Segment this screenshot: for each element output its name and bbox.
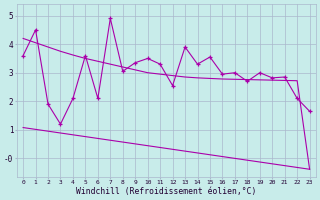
- X-axis label: Windchill (Refroidissement éolien,°C): Windchill (Refroidissement éolien,°C): [76, 187, 257, 196]
